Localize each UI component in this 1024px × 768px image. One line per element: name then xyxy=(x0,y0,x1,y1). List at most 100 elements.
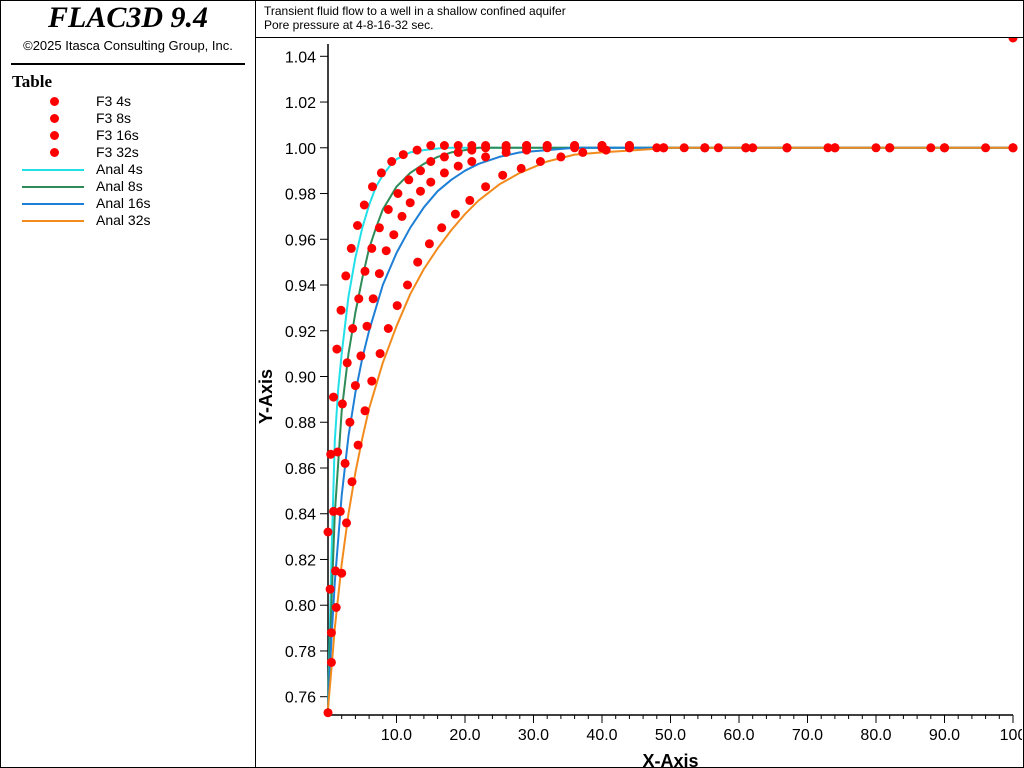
series-point-f3-16s xyxy=(453,161,463,171)
series-point-f3-16s xyxy=(345,417,355,427)
y-tick-label: 0.78 xyxy=(285,644,316,661)
chart-series-lines xyxy=(327,146,1013,709)
series-point-f3-32s xyxy=(323,708,333,718)
series-point-f3-32s xyxy=(713,143,723,153)
y-tick-label: 0.94 xyxy=(285,278,316,295)
chart-series-points xyxy=(323,38,1018,718)
legend-dot-marker xyxy=(50,131,59,140)
legend-item-f3-8s: F3 8s xyxy=(20,110,240,127)
series-point-f3-4s xyxy=(368,182,377,192)
series-point-f3-32s xyxy=(403,280,412,290)
series-point-f3-32s xyxy=(347,477,357,487)
series-point-f3-16s xyxy=(405,198,415,208)
series-point-f3-4s xyxy=(398,150,408,160)
legend-dot-marker xyxy=(50,114,59,123)
series-point-f3-16s xyxy=(467,157,477,166)
series-point-f3-16s xyxy=(326,628,336,638)
series-point-f3-32s xyxy=(450,209,460,219)
series-point-f3-4s xyxy=(329,392,338,402)
series-line-anal-16s xyxy=(327,146,1013,709)
series-point-f3-32s xyxy=(556,152,566,162)
series-point-f3-8s xyxy=(404,175,414,185)
series-point-f3-8s xyxy=(467,145,477,155)
series-point-f3-32s xyxy=(624,143,634,153)
series-point-f3-32s xyxy=(516,163,526,173)
y-tick-label: 1.00 xyxy=(285,141,316,158)
series-point-f3-8s xyxy=(333,447,343,457)
legend-label: Anal 4s xyxy=(96,161,143,177)
y-tick-label: 0.82 xyxy=(285,552,316,569)
x-tick-label: 50.0 xyxy=(655,727,686,744)
series-point-f3-16s xyxy=(340,458,350,468)
series-point-f3-16s xyxy=(830,143,840,153)
series-point-f3-8s xyxy=(453,147,463,157)
series-point-f3-32s xyxy=(465,195,475,205)
legend-label: F3 4s xyxy=(96,93,132,109)
y-tick-label: 0.76 xyxy=(285,690,316,707)
y-tick-label: 0.96 xyxy=(285,232,316,249)
legend-label: Anal 16s xyxy=(96,195,151,211)
y-tick-label: 0.86 xyxy=(285,461,316,478)
series-point-f3-4s xyxy=(439,141,449,150)
series-point-f3-32s xyxy=(392,301,402,311)
series-point-f3-32s xyxy=(679,143,689,153)
legend-label: F3 16s xyxy=(96,127,139,143)
series-point-f3-16s xyxy=(940,143,949,153)
series-point-f3-32s xyxy=(342,518,351,528)
series-point-f3-8s xyxy=(367,243,377,253)
plot-title: Transient fluid flow to a well in a shal… xyxy=(264,4,566,18)
series-point-f3-16s xyxy=(885,143,895,153)
series-point-f3-8s xyxy=(348,324,358,333)
series-point-f3-16s xyxy=(368,294,378,304)
series-point-f3-16s xyxy=(416,186,425,196)
x-tick-label: 100 xyxy=(1000,727,1022,744)
legend-item-f3-16s: F3 16s xyxy=(20,127,240,144)
legend-item-f3-32s: F3 32s xyxy=(20,144,240,161)
series-point-f3-4s xyxy=(353,221,362,230)
legend-item-anal-4s: Anal 4s xyxy=(20,161,240,178)
series-point-f3-8s xyxy=(329,506,338,516)
x-tick-label: 30.0 xyxy=(518,727,549,744)
series-point-f3-8s xyxy=(481,143,491,153)
series-point-f3-16s xyxy=(350,381,360,391)
legend-item-anal-16s: Anal 16s xyxy=(20,195,240,212)
series-point-f3-8s xyxy=(416,166,425,176)
series-line-anal-8s xyxy=(327,146,1013,709)
x-tick-label: 90.0 xyxy=(929,727,960,744)
series-point-f3-8s xyxy=(383,205,393,214)
y-tick-label: 0.84 xyxy=(285,507,316,524)
series-point-f3-32s xyxy=(360,406,370,416)
x-tick-label: 10.0 xyxy=(381,727,412,744)
series-point-f3-4s xyxy=(387,157,397,166)
series-point-f3-32s xyxy=(578,147,588,157)
series-point-f3-4s xyxy=(323,527,333,537)
series-point-f3-32s xyxy=(926,143,936,153)
series-point-f3-8s xyxy=(342,358,352,368)
series-point-f3-16s xyxy=(426,177,436,187)
chart-axis-labels: 0.76 0.78 0.80 0.82 0.84 0.86 0.88 0.90 0.92 0.94… xyxy=(256,49,1022,767)
series-point-f3-8s xyxy=(337,399,347,409)
legend-label: F3 32s xyxy=(96,144,139,160)
series-point-f3-8s xyxy=(393,189,403,198)
series-point-f3-32s xyxy=(424,239,434,249)
series-point-f3-16s xyxy=(542,143,552,153)
x-tick-label: 70.0 xyxy=(792,727,823,744)
legend-dot-marker xyxy=(50,148,59,157)
series-point-f3-32s xyxy=(748,143,758,153)
series-point-f3-16s xyxy=(481,152,491,162)
y-tick-label: 1.02 xyxy=(285,95,316,112)
series-point-f3-16s xyxy=(501,147,511,157)
series-point-f3-32s xyxy=(413,257,423,267)
plot-subtitle: Pore pressure at 4-8-16-32 sec. xyxy=(264,18,434,32)
series-line-anal-4s xyxy=(327,146,1013,709)
series-point-f3-8s xyxy=(374,223,384,233)
series-point-f3-8s xyxy=(325,584,335,594)
x-tick-label: 80.0 xyxy=(860,727,891,744)
y-tick-label: 0.92 xyxy=(285,324,316,341)
series-point-f3-32s xyxy=(981,143,991,153)
series-point-f3-16s xyxy=(700,143,710,153)
series-point-f3-32s xyxy=(535,157,545,166)
series-point-f3-32s xyxy=(652,143,662,153)
series-point-f3-32s xyxy=(498,170,508,180)
series-point-f3-16s xyxy=(1008,38,1018,43)
